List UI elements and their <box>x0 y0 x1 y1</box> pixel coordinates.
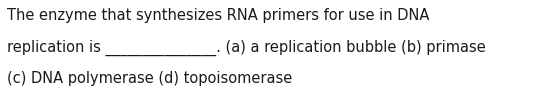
Text: replication is _______________. (a) a replication bubble (b) primase: replication is _______________. (a) a re… <box>7 40 486 56</box>
Text: (c) DNA polymerase (d) topoisomerase: (c) DNA polymerase (d) topoisomerase <box>7 71 292 86</box>
Text: The enzyme that synthesizes RNA primers for use in DNA: The enzyme that synthesizes RNA primers … <box>7 8 430 23</box>
